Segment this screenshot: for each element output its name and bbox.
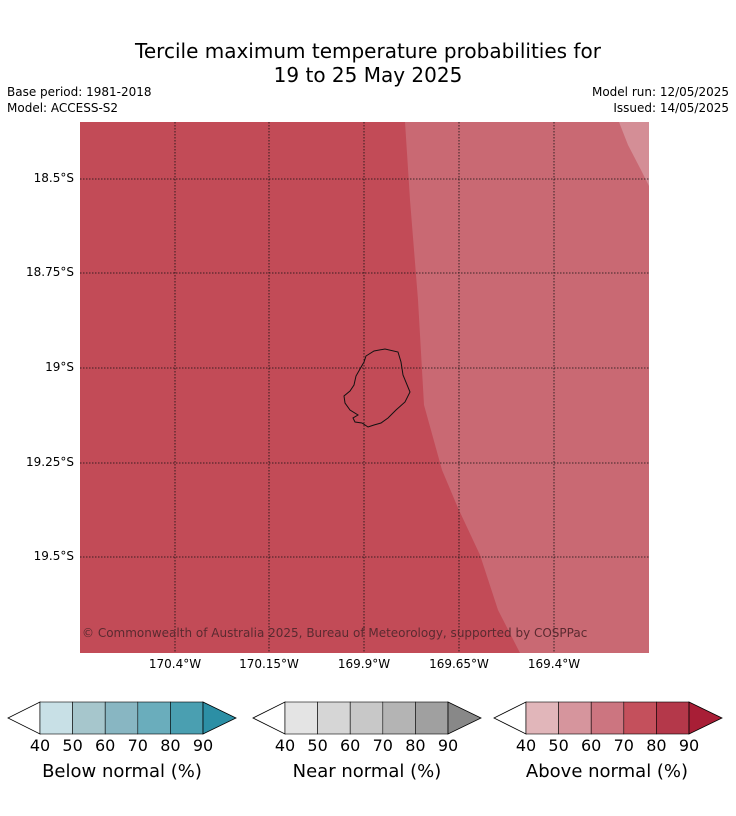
legend-swatch: [415, 701, 449, 735]
legend-swatch: [104, 701, 139, 735]
legend-swatch: [349, 701, 384, 735]
legend-tick-label: 90: [192, 736, 214, 755]
lat-label: 19.5°S: [33, 549, 74, 563]
legend-title-near: Near normal (%): [292, 761, 442, 782]
legend-extend-low: [493, 701, 527, 735]
legend-title-below: Below normal (%): [42, 761, 202, 782]
legend-swatch: [623, 701, 657, 735]
lon-label: 169.65°W: [429, 657, 489, 671]
lat-label: 18.5°S: [33, 171, 74, 185]
base-period-text: Base period: 1981-2018: [7, 85, 152, 99]
legend-swatch: [590, 701, 625, 735]
legend-tick-label: 40: [274, 736, 296, 755]
legend-tick-label: 90: [678, 736, 700, 755]
legend-tick-label: 60: [340, 736, 361, 755]
legend-swatch: [317, 701, 351, 735]
legend-extend-high: [688, 701, 723, 735]
legend-swatch: [72, 701, 106, 735]
legend-tick-label: 90: [437, 736, 459, 755]
legend-extend-high: [447, 701, 482, 735]
lat-label: 18.75°S: [26, 265, 74, 279]
model-run-text: Model run: 12/05/2025: [591, 85, 729, 99]
legend-tick-label: 80: [646, 736, 667, 755]
legend-tick-label: 70: [127, 736, 148, 755]
legend-swatch: [170, 701, 204, 735]
region-50-60: [619, 122, 649, 186]
legend-swatch: [525, 701, 559, 735]
graticule: [80, 122, 649, 653]
region-60-70: [405, 122, 649, 653]
legend-tick-label: 70: [372, 736, 393, 755]
map-title-line1: Tercile maximum temperature probabilitie…: [135, 39, 601, 63]
legend-tick-label: 40: [515, 736, 537, 755]
copyright-text: © Commonwealth of Australia 2025, Bureau…: [82, 626, 587, 640]
legend-tick-label: 60: [95, 736, 116, 755]
lon-label: 169.9°W: [337, 657, 391, 671]
lat-label: 19°S: [45, 360, 74, 374]
legend-tick-label: 80: [405, 736, 426, 755]
legend-swatch: [284, 701, 318, 735]
legend-swatch: [382, 701, 416, 735]
legend-below-normal: [7, 701, 237, 735]
model-text: Model: ACCESS-S2: [7, 101, 119, 115]
legend-swatch: [39, 701, 73, 735]
legend-extend-low: [7, 701, 41, 735]
lon-label: 170.4°W: [148, 657, 202, 671]
lon-label: 169.4°W: [527, 657, 581, 671]
legend-extend-high: [202, 701, 237, 735]
island-outline: [343, 348, 411, 428]
legend-tick-label: 50: [548, 736, 569, 755]
legend-swatch: [137, 701, 171, 735]
legend-tick-label: 80: [160, 736, 181, 755]
lat-label: 19.25°S: [26, 455, 74, 469]
legend-extend-low: [252, 701, 286, 735]
issued-text: Issued: 14/05/2025: [613, 101, 729, 115]
legend-tick-label: 50: [307, 736, 328, 755]
legend-tick-label: 40: [29, 736, 51, 755]
legend-above-normal: [493, 701, 723, 735]
legend-tick-label: 70: [613, 736, 634, 755]
legend-tick-label: 60: [581, 736, 602, 755]
legend-swatch: [656, 701, 690, 735]
legend-tick-label: 50: [62, 736, 83, 755]
legend-near-normal: [252, 701, 482, 735]
map-title-line2: 19 to 25 May 2025: [273, 63, 463, 87]
legend-swatch: [558, 701, 592, 735]
lon-label: 170.15°W: [239, 657, 299, 671]
legend-title-above: Above normal (%): [525, 761, 689, 782]
